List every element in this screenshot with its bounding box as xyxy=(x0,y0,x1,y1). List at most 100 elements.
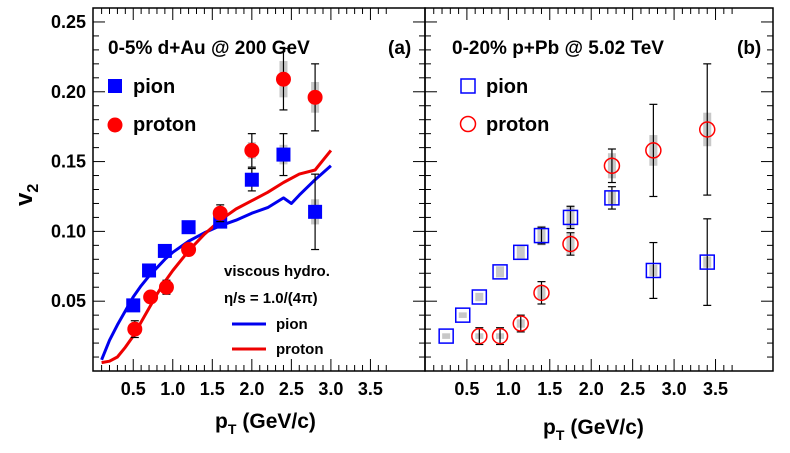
proton-point xyxy=(181,242,197,258)
proton-point xyxy=(307,63,323,132)
pion-point xyxy=(604,186,620,210)
marker-square xyxy=(157,243,172,258)
proton-point xyxy=(158,279,174,295)
panel-a-tag: (a) xyxy=(388,38,411,59)
marker-circle xyxy=(158,279,174,295)
marker-square-open xyxy=(604,190,620,206)
hydro-legend-pion-label: pion xyxy=(276,316,308,333)
legend-a-proton-label: proton xyxy=(133,114,196,136)
pion-point xyxy=(276,133,291,177)
pion-point xyxy=(562,205,579,230)
x-tick-label: 2.5 xyxy=(620,379,645,399)
panel-b-ticks xyxy=(425,8,773,371)
pion-point xyxy=(308,173,323,251)
legend-b-proton-marker xyxy=(459,115,477,133)
panel-b-frame xyxy=(424,7,774,372)
marker-square xyxy=(244,172,259,187)
y-tick-label: 0.15 xyxy=(51,152,86,172)
legend-a-pion-marker xyxy=(108,79,122,93)
marker-circle xyxy=(275,71,291,87)
proton-point xyxy=(562,232,579,256)
pion-point xyxy=(454,307,471,323)
panel-a-x-axis-label-unit: (GeV/c) xyxy=(242,410,316,433)
marker-circle xyxy=(127,321,143,337)
panel-a-x-axis-label: pT (GeV/c) xyxy=(215,410,316,437)
marker-circle xyxy=(244,142,260,158)
proton-point xyxy=(471,327,488,346)
marker-square xyxy=(142,263,157,278)
hydro-legend-proton-label: proton xyxy=(276,341,323,358)
pion-point xyxy=(244,167,259,192)
panel-a-ticks xyxy=(93,8,425,371)
marker-square xyxy=(181,220,196,235)
sys-band xyxy=(458,312,467,318)
marker-circle-open xyxy=(471,327,488,345)
pion-point xyxy=(645,241,662,299)
marker-square-open xyxy=(645,262,662,279)
x-tick-label: 3.5 xyxy=(703,379,728,399)
marker-square-open xyxy=(533,227,550,244)
x-tick-label: 1.5 xyxy=(537,379,562,399)
pion-point xyxy=(492,264,508,280)
panel-b-x-axis-label: pT (GeV/c) xyxy=(543,416,644,443)
marker-square xyxy=(126,298,141,313)
panel-a-title: 0-5% d+Au @ 200 GeV xyxy=(108,38,310,59)
pion-point xyxy=(513,244,529,261)
proton-point xyxy=(603,148,621,184)
pion-point xyxy=(438,328,454,344)
marker-circle xyxy=(307,89,323,105)
sys-band xyxy=(496,266,505,278)
panel-a-x-axis-label-sub: T xyxy=(228,421,237,437)
x-tick-label: 1.0 xyxy=(160,379,185,399)
x-tick-label: 3.0 xyxy=(662,379,687,399)
marker-square-open xyxy=(471,289,488,305)
proton-point xyxy=(143,289,159,305)
x-tick-label: 0.5 xyxy=(121,379,146,399)
x-tick-label: 2.0 xyxy=(239,379,264,399)
marker-circle-open xyxy=(533,284,550,302)
x-tick-label: 0.5 xyxy=(454,379,479,399)
y-tick-label: 0.05 xyxy=(51,291,86,311)
sys-band xyxy=(516,245,525,260)
panel-b-x-tick-labels: 0.5 1.0 1.5 2.0 2.5 3.0 3.5 xyxy=(454,379,728,399)
panel-b-x-axis-label-unit: (GeV/c) xyxy=(570,416,644,439)
sys-band xyxy=(442,333,451,339)
y-tick-label: 0.25 xyxy=(51,12,86,32)
x-tick-label: 2.0 xyxy=(579,379,604,399)
marker-circle-open xyxy=(603,157,621,175)
pion-point xyxy=(181,220,196,235)
marker-square xyxy=(308,204,323,219)
panel-a-data-points xyxy=(126,47,323,339)
pion-point xyxy=(142,263,157,278)
proton-point xyxy=(491,327,509,346)
marker-circle-open xyxy=(562,235,579,253)
y-axis-label: v2 xyxy=(11,184,42,206)
proton-point xyxy=(512,314,530,333)
panel-b-x-axis-label-sub: T xyxy=(556,427,565,443)
legend-b-proton-label: proton xyxy=(486,114,549,136)
x-tick-label: 3.5 xyxy=(358,379,383,399)
hydro-legend-line2: η/s = 1.0/(4π) xyxy=(224,290,318,307)
marker-circle-open xyxy=(512,315,530,332)
legend-a-proton-marker xyxy=(107,117,123,133)
proton-point xyxy=(212,204,228,223)
pion-point xyxy=(157,243,172,258)
x-tick-label: 1.5 xyxy=(200,379,225,399)
marker-square-open xyxy=(454,307,471,323)
panel-b-data-points xyxy=(438,63,716,346)
marker-square xyxy=(276,147,291,162)
marker-square-open xyxy=(438,328,454,344)
panel-a-x-tick-labels: 0.5 1.0 1.5 2.0 2.5 3.0 3.5 xyxy=(121,379,383,399)
marker-square-open xyxy=(492,264,508,280)
marker-circle-open xyxy=(698,121,716,138)
legend-b-pion-label: pion xyxy=(486,76,528,98)
legend-a-pion-label: pion xyxy=(133,76,175,98)
marker-circle-open xyxy=(645,142,662,159)
marker-circle xyxy=(212,205,228,221)
marker-square-open xyxy=(562,209,579,226)
proton-point xyxy=(127,320,143,339)
x-tick-label: 2.5 xyxy=(279,379,304,399)
proton-point xyxy=(275,47,291,111)
proton-point xyxy=(645,103,662,198)
